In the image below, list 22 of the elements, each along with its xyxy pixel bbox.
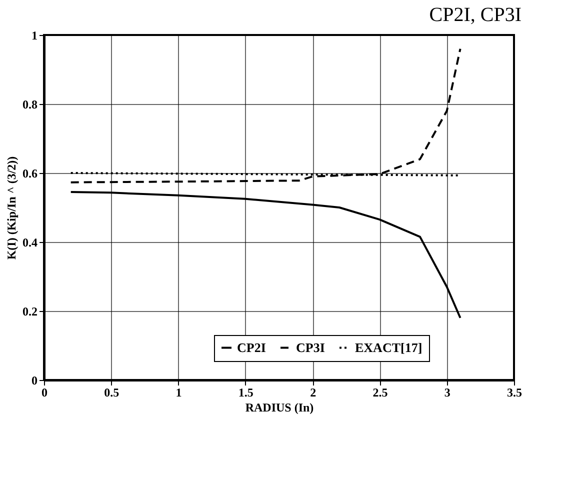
x-tick-label: 1.5 <box>238 386 254 400</box>
y-tick-label: 1 <box>32 28 38 42</box>
y-tick-label: 0.4 <box>22 236 38 250</box>
y-tick-label: 0.2 <box>22 304 38 318</box>
x-tick-label: 3 <box>444 386 450 400</box>
x-axis-title: RADIUS (In) <box>245 400 314 414</box>
x-tick-label: 0.5 <box>104 386 120 400</box>
legend-label: CP2I <box>237 340 266 355</box>
line-series <box>70 190 462 319</box>
x-tick-label: 1 <box>176 386 182 400</box>
x-tick-label: 2 <box>310 386 316 400</box>
y-axis-title: K(I) (Kip/In ^ (3/2)) <box>4 156 18 260</box>
legend-label: EXACT[17] <box>355 340 422 355</box>
x-tick-label: 0 <box>42 386 48 400</box>
y-tick-label: 0.8 <box>22 98 38 112</box>
chart-title: CP2I, CP3I <box>429 4 522 26</box>
y-tick-label: 0 <box>32 374 38 388</box>
y-tick-label: 0.6 <box>22 166 38 180</box>
x-tick-label: 3.5 <box>507 386 522 400</box>
x-tick-label: 2.5 <box>372 386 388 400</box>
legend-label: CP3I <box>296 340 325 355</box>
line-series <box>70 48 462 184</box>
